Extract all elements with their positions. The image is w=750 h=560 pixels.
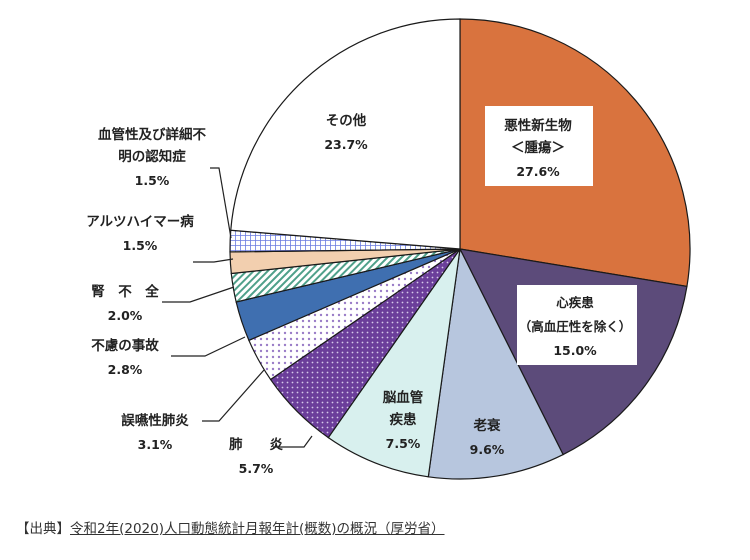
leader-line [202, 369, 265, 422]
leader-line [193, 258, 234, 263]
slice-value-label: 2.0% [108, 308, 143, 323]
slice-label: 肺 炎 [229, 437, 283, 453]
leader-line [171, 336, 246, 357]
slice-value-label: 15.0% [553, 343, 597, 358]
leader-line [162, 286, 235, 303]
pie-chart: 悪性新生物＜腫瘍＞ 27.6% 心疾患（高血圧性を除く） 15.0% 老衰 9.6% 脳血管… [86, 18, 691, 480]
slice-value-label: 3.1% [138, 437, 173, 452]
slice-value-label: 1.5% [135, 173, 170, 188]
slice-label: 血管性及び詳細不明の認知症 [98, 126, 206, 165]
source-link[interactable]: 令和2年(2020)人口動態統計月報年計(概数)の概況（厚労省） [70, 521, 445, 537]
source-prefix: 【出典】 [16, 521, 70, 537]
slice-value-label: 7.5% [386, 436, 421, 451]
slice-label: 心疾患（高血圧性を除く） [519, 295, 632, 334]
slice-label: 老衰 [474, 417, 501, 434]
slice-label: アルツハイマー病 [86, 213, 194, 230]
slice-label: 悪性新生物＜腫瘍＞ [504, 117, 572, 156]
leader-line [210, 167, 232, 239]
slice-value-label: 9.6% [470, 442, 505, 457]
slice-value-label: 1.5% [123, 238, 158, 253]
slice-label: 脳血管疾患 [383, 389, 424, 428]
slice-label: 不慮の事故 [91, 337, 159, 354]
slice-label: その他 [326, 112, 367, 129]
label-box [517, 285, 637, 365]
slice-value-label: 5.7% [239, 461, 274, 476]
pie-slice [427, 247, 564, 480]
slice-value-label: 2.8% [108, 362, 143, 377]
pie-slice [230, 18, 461, 250]
slice-label: 腎 不 全 [91, 283, 159, 300]
leader-line [273, 435, 313, 448]
slice-value-label: 27.6% [516, 164, 560, 179]
slice-value-label: 23.7% [324, 137, 368, 152]
slice-label: 誤嚥性肺炎 [121, 412, 189, 429]
source-citation: 【出典】令和2年(2020)人口動態統計月報年計(概数)の概況（厚労省） [16, 517, 445, 537]
label-box [485, 106, 593, 186]
pie-slice [327, 248, 461, 478]
